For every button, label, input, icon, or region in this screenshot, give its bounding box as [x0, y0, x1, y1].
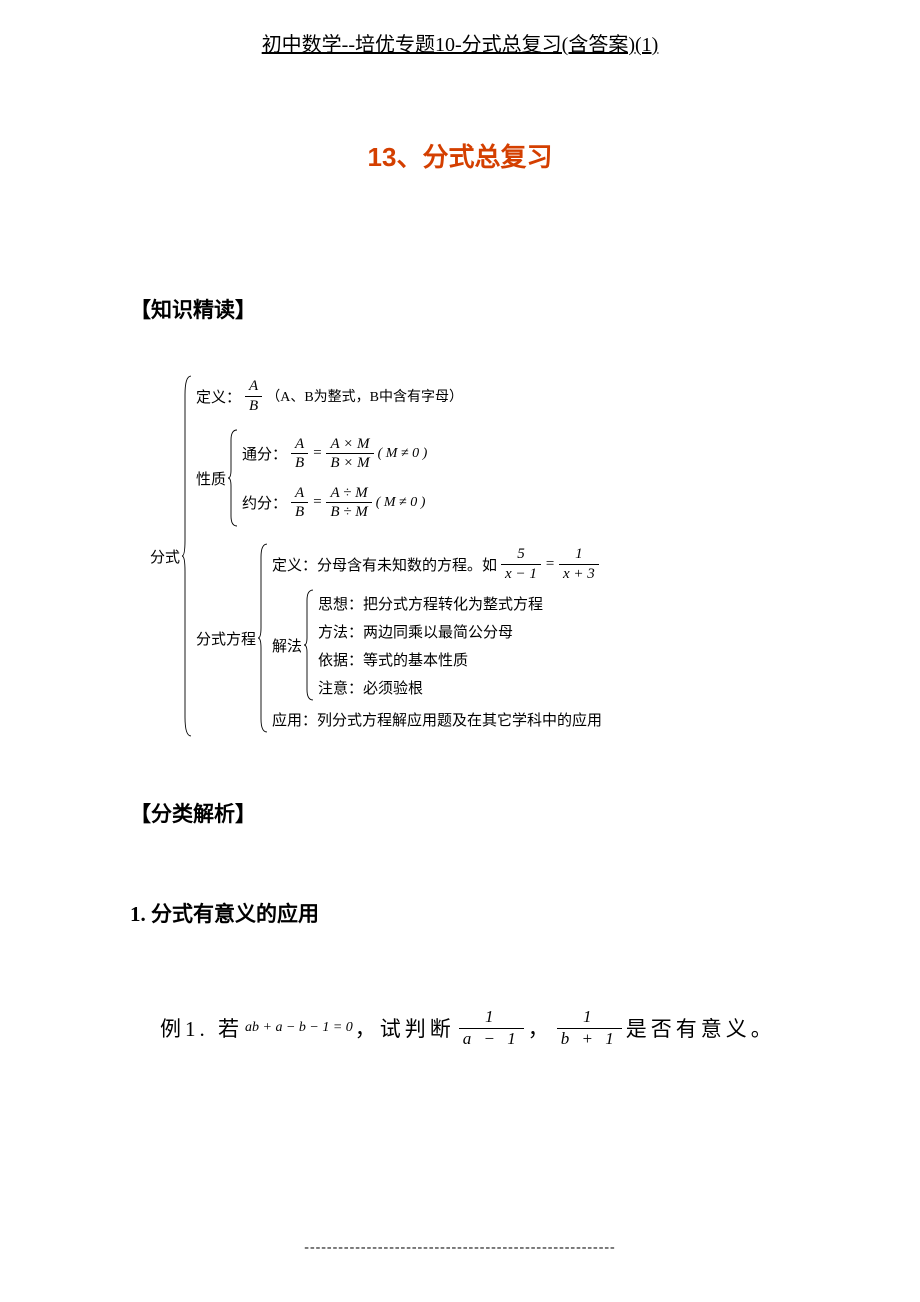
section-knowledge: 【知识精读】	[130, 294, 790, 324]
subsection-1: 1. 分式有意义的应用	[130, 898, 790, 928]
section-analysis: 【分类解析】	[130, 798, 790, 828]
tf-rnum: A × M	[326, 436, 373, 453]
yf-lnum: A	[291, 485, 308, 502]
tree-root-label: 分式	[150, 374, 182, 738]
main-title: 13、分式总复习	[130, 137, 790, 174]
footer-separator: ----------------------------------------…	[0, 1240, 920, 1256]
eq-def-label: 定义：分母含有未知数的方程。如	[272, 554, 497, 575]
yf-lden: B	[291, 504, 308, 521]
ex1-suffix: 是否有意义。	[626, 1013, 776, 1043]
document-page: 初中数学--培优专题10-分式总复习(含答案)(1) 13、分式总复习 【知识精…	[0, 0, 920, 1302]
solve-s4: 注意：必须验根	[318, 676, 543, 698]
eqd-rnum: 1	[571, 546, 587, 563]
ex1-f1-den: a − 1	[459, 1030, 524, 1049]
tree-definition: 定义： A B （A、B为整式，B中含有字母）	[196, 378, 603, 414]
ex1-mid2: ，	[528, 1013, 553, 1043]
ex1-f1-num: 1	[481, 1008, 502, 1027]
prop-label: 性质	[196, 428, 228, 528]
yuefen-row: 约分： AB = A ÷ M B ÷ M ( M ≠ 0 )	[242, 485, 427, 521]
def-frac-num: A	[245, 378, 262, 395]
eq-label: 分式方程	[196, 542, 258, 734]
def-note: （A、B为整式，B中含有字母）	[266, 386, 463, 406]
equals-icon: =	[312, 445, 322, 462]
frac-bar-icon	[501, 564, 541, 565]
frac-bar-icon	[559, 564, 599, 565]
tree-properties: 性质 通分： AB = A × MB × M ( M ≠ 0 )	[196, 428, 603, 528]
ex1-prefix: 例1. 若	[160, 1013, 243, 1043]
yuefen-label: 约分：	[242, 492, 287, 513]
ex1-mid1: ，试判断	[355, 1013, 455, 1043]
frac-bar-icon	[326, 453, 373, 454]
ex1-f2-den: b + 1	[557, 1030, 622, 1049]
frac-bar-icon	[291, 453, 308, 454]
brace-icon	[304, 588, 314, 702]
tongfen-label: 通分：	[242, 443, 287, 464]
solve-label: 解法	[272, 588, 304, 702]
ex1-f2-num: 1	[579, 1008, 600, 1027]
solve-s2: 方法：两边同乘以最简公分母	[318, 620, 543, 642]
eqd-lden: x − 1	[501, 566, 541, 583]
tree-equation: 分式方程 定义：分母含有未知数的方程。如 5 x − 1 = 1 x + 3	[196, 542, 603, 734]
tf-lnum: A	[291, 436, 308, 453]
eqd-lnum: 5	[513, 546, 529, 563]
tf-cond: ( M ≠ 0 )	[378, 446, 428, 462]
equals-icon: =	[545, 556, 555, 573]
ex1-expr: ab + a − b − 1 = 0	[245, 1020, 353, 1036]
eq-solve: 解法 思想：把分式方程转化为整式方程 方法：两边同乘以最简公分母 依据：等式的基…	[272, 588, 603, 702]
yf-rnum: A ÷ M	[326, 485, 371, 502]
solve-s1: 思想：把分式方程转化为整式方程	[318, 592, 543, 614]
yf-rden: B ÷ M	[326, 504, 371, 521]
frac-bar-icon	[245, 396, 262, 397]
eqd-rden: x + 3	[559, 566, 599, 583]
equals-icon: =	[312, 494, 322, 511]
def-frac-den: B	[245, 398, 262, 415]
solve-s3: 依据：等式的基本性质	[318, 648, 543, 670]
brace-icon	[258, 542, 268, 734]
brace-icon	[228, 428, 238, 528]
page-header: 初中数学--培优专题10-分式总复习(含答案)(1)	[130, 28, 790, 57]
tongfen-row: 通分： AB = A × M B × M ( M ≠ 0 )	[242, 436, 427, 472]
tf-rden: B × M	[326, 455, 373, 472]
brace-icon	[182, 374, 192, 738]
frac-bar-icon	[326, 502, 371, 503]
fraction-knowledge-tree: 分式 定义： A B （A、B为整式，B中含有字母）	[150, 374, 790, 738]
frac-bar-icon	[291, 502, 308, 503]
eq-def-row: 定义：分母含有未知数的方程。如 5 x − 1 = 1 x + 3	[272, 546, 603, 582]
example-1: 例1. 若 ab + a − b − 1 = 0 ，试判断 1 a − 1 ， …	[160, 1008, 790, 1048]
eq-app-row: 应用：列分式方程解应用题及在其它学科中的应用	[272, 708, 603, 730]
def-label: 定义：	[196, 386, 241, 407]
yf-cond: ( M ≠ 0 )	[376, 495, 426, 511]
tf-lden: B	[291, 455, 308, 472]
